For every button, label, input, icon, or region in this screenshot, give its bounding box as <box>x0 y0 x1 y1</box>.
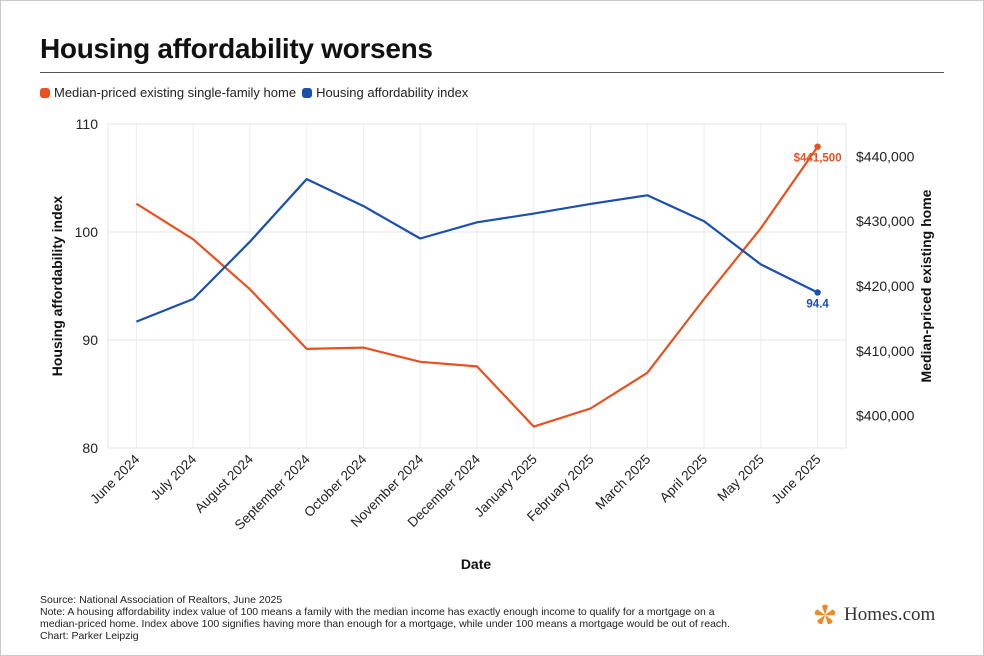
logo-petal <box>817 615 825 625</box>
homes-com-logo-icon <box>814 604 836 625</box>
logo-petal <box>822 604 828 615</box>
series-line-affordability-index <box>135 177 819 323</box>
series-end-point-home-price <box>814 143 821 150</box>
y-right-tick-label: $420,000 <box>856 278 915 294</box>
legend-item-home-price: Median-priced existing single-family hom… <box>40 85 296 100</box>
y-left-tick-label: 90 <box>82 332 98 348</box>
legend-label-home-price: Median-priced existing single-family hom… <box>54 85 297 100</box>
y-right-tick-label: $410,000 <box>856 343 915 359</box>
source-note: Source: National Association of Realtors… <box>40 594 283 606</box>
x-axis-title: Date <box>461 556 492 572</box>
y-right-tick-label: $440,000 <box>856 148 915 164</box>
y-left-tick-label: 80 <box>82 440 98 456</box>
x-tick-label: June 2024 <box>87 451 143 507</box>
series-end-label-home-price: $441,500 <box>794 153 842 165</box>
logo-petal <box>825 615 833 625</box>
legend-item-affordability-index: Housing affordability index <box>302 85 468 100</box>
y-right-tick-label: $400,000 <box>856 408 915 424</box>
chart-title: Housing affordability worsens <box>40 33 433 64</box>
chart-credit: Chart: Parker Leipzig <box>40 630 139 642</box>
y-right-axis-title: Median-priced existing home <box>918 189 934 382</box>
y-left-axis-title: Housing affordability index <box>49 196 65 377</box>
y-left-tick-label: 110 <box>76 116 99 132</box>
x-tick-label: July 2024 <box>148 451 200 503</box>
x-tick-label: May 2025 <box>714 452 767 505</box>
legend-label-affordability-index: Housing affordability index <box>316 85 469 100</box>
explanatory-note-line-1: Note: A housing affordability index valu… <box>40 606 715 618</box>
x-tick-label: April 2025 <box>657 452 711 506</box>
x-tick-label: March 2025 <box>592 452 653 513</box>
logo-petal <box>825 609 836 616</box>
legend-swatch-affordability-index <box>302 87 313 98</box>
legend: Median-priced existing single-family hom… <box>40 85 474 100</box>
y-left-tick-label: 100 <box>75 224 99 240</box>
x-tick-label: June 2025 <box>769 452 824 507</box>
explanatory-note-line-2: median-priced home. Index above 100 sign… <box>40 618 730 630</box>
series-end-label-affordability-index: 94.4 <box>806 298 829 310</box>
series-end-point-affordability-index <box>814 289 821 296</box>
y-right-tick-label: $430,000 <box>856 213 915 229</box>
line-chart: 80 90 100 110 $400,000 $410,000 $420,000 $430,0… <box>49 116 934 572</box>
title-divider <box>40 72 944 73</box>
brand-logo: Homes.com <box>812 602 935 628</box>
chart-footer: Source: National Association of Realtors… <box>40 594 810 642</box>
logo-petal <box>814 609 825 616</box>
series-line-home-price <box>135 146 819 428</box>
brand-name: Homes.com <box>844 604 936 625</box>
legend-swatch-home-price <box>40 87 50 98</box>
